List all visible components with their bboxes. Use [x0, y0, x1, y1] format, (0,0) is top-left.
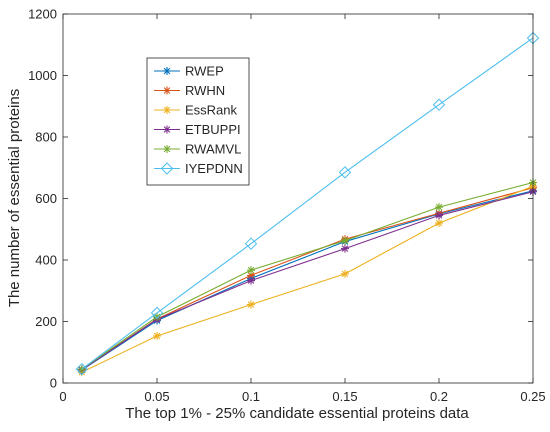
legend-marker-rwep: [163, 67, 171, 75]
axes: 0 0.05 0.1 0.15 0.2 0.25 0 200 400 600 800 1000 1200: [28, 7, 546, 405]
data-point-iyepdnn: [338, 166, 352, 179]
data-point-rwamvl: [435, 203, 443, 212]
data-point-rwamvl: [153, 312, 161, 321]
legend-label-rwep: RWEP: [185, 64, 224, 79]
x-tick-label: 0.05: [144, 389, 169, 404]
x-tick-label: 0: [59, 389, 66, 404]
data-point-iyepdnn: [75, 362, 89, 376]
legend-label-etbuppi: ETBUPPI: [185, 122, 241, 137]
x-axis-label: The top 1% - 25% candidate essential pro…: [125, 405, 469, 422]
y-tick-label: 1200: [28, 7, 57, 22]
series-line-essrank: [81, 185, 534, 373]
series-line-rwamvl: [81, 181, 534, 370]
legend-marker-rwhn: [163, 86, 171, 95]
axes-box: [62, 13, 534, 384]
y-tick-label: 200: [35, 314, 57, 329]
legend-label-iyepdnn: IYEPDNN: [185, 161, 243, 176]
series-line-rwhn: [81, 187, 534, 370]
legend-marker-iyepdnn: [160, 162, 174, 175]
data-point-etbuppi: [435, 211, 443, 220]
y-axis-label: The number of essential proteins: [6, 89, 23, 307]
legend-label-rwhn: RWHN: [185, 83, 225, 98]
legend-marker-etbuppi: [163, 125, 171, 134]
x-tick-label: 0.2: [430, 389, 448, 404]
data-point-etbuppi: [247, 276, 255, 285]
y-tick-label: 600: [35, 191, 57, 206]
series-line-etbuppi: [81, 191, 534, 371]
data-point-rwamvl: [341, 236, 349, 245]
data-point-etbuppi: [341, 244, 349, 253]
data-point-essrank: [435, 219, 443, 228]
x-tick-label: 0.15: [332, 389, 357, 404]
data-point-essrank: [153, 331, 161, 340]
legend-marker-rwamvl: [163, 145, 171, 153]
legend-label-essrank: EssRank: [185, 103, 238, 118]
data-point-essrank: [341, 269, 349, 278]
x-tick-label: 0.25: [520, 389, 545, 404]
legend-marker-essrank: [163, 106, 171, 114]
series-line-iyepdnn: [81, 37, 534, 370]
data-point-iyepdnn: [432, 98, 446, 111]
x-tick-label: 0.1: [242, 389, 260, 404]
y-tick-label: 400: [35, 253, 57, 268]
data-point-iyepdnn: [244, 237, 258, 250]
data-point-iyepdnn: [150, 306, 164, 320]
data-point-essrank: [247, 300, 255, 309]
series-line-rwep: [81, 190, 534, 371]
y-tick-label: 800: [35, 130, 57, 145]
legend-label-rwamvl: RWAMVL: [185, 142, 241, 157]
y-tick-label: 0: [50, 376, 57, 391]
legend-box: [146, 57, 250, 186]
plot-area: [75, 31, 540, 377]
legend: RWEP RWHN EssRank ETBUPPI RWAMVL IYEPDNN: [146, 57, 250, 186]
y-tick-label: 1000: [28, 68, 57, 83]
data-point-rwamvl: [247, 266, 255, 275]
